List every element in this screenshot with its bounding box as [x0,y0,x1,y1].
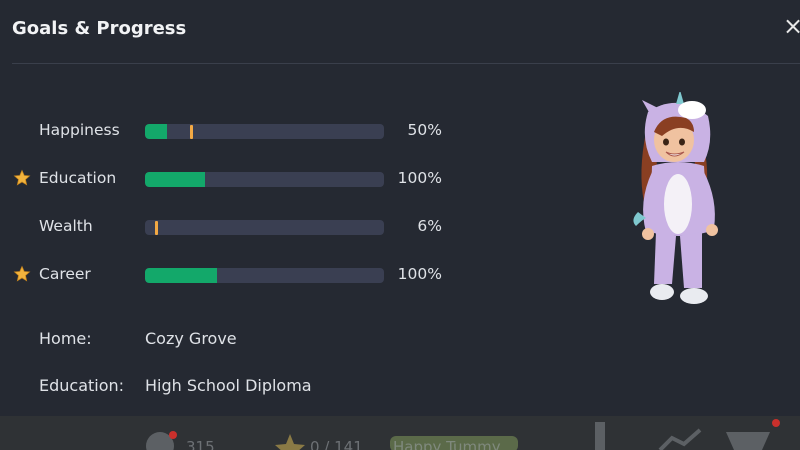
goal-label: Career [39,265,91,283]
goal-percent: 100% [397,169,442,187]
goal-row-happiness: Happiness 50% [0,119,460,143]
progress-track [145,124,384,139]
progress-fill [145,172,205,187]
progress-track [145,220,384,235]
education-label: Education: [39,376,125,395]
mood-meter-icon [390,436,518,450]
stats-icon [595,422,605,450]
header-divider [12,63,800,64]
hud-icons [146,419,780,450]
coin-icon [146,432,174,450]
home-label: Home: [39,329,92,348]
goal-percent: 50% [407,121,442,139]
goal-percent: 6% [417,217,442,235]
star-icon [13,169,31,186]
goal-label: Wealth [39,217,93,235]
progress-fill [145,268,217,283]
progress-track [145,172,384,187]
mood-label: Happy Tummy [393,438,501,450]
star-icon [275,434,305,450]
home-value: Cozy Grove [145,329,237,348]
star-count: 0 / 141 [310,438,363,450]
goal-row-education: Education 100% [0,167,460,191]
bottom-hud-bar: 315 0 / 141 Happy Tummy [0,416,800,450]
progress-track [145,268,384,283]
goal-label: Happiness [39,121,120,139]
page-title: Goals & Progress [12,18,187,39]
goal-row-career: Career 100% [0,263,460,287]
goals-panel: Goals & Progress × Happiness 50% Educati… [0,0,800,395]
unicorn-costume-character [633,92,718,304]
progress-fill [145,124,167,139]
panel-header: Goals & Progress × [0,0,800,64]
goal-label: Education [39,169,117,187]
coin-count: 315 [186,438,215,450]
education-value: High School Diploma [145,376,312,395]
progress-marker [154,221,158,235]
trend-icon [658,428,702,450]
star-icon [13,265,31,282]
close-icon[interactable]: × [783,12,800,40]
goal-percent: 100% [397,265,442,283]
goal-row-wealth: Wealth 6% [0,215,460,239]
cart-icon [726,432,770,450]
progress-marker [190,125,194,139]
notification-dot-icon [772,419,780,427]
notification-dot-icon [169,431,177,439]
